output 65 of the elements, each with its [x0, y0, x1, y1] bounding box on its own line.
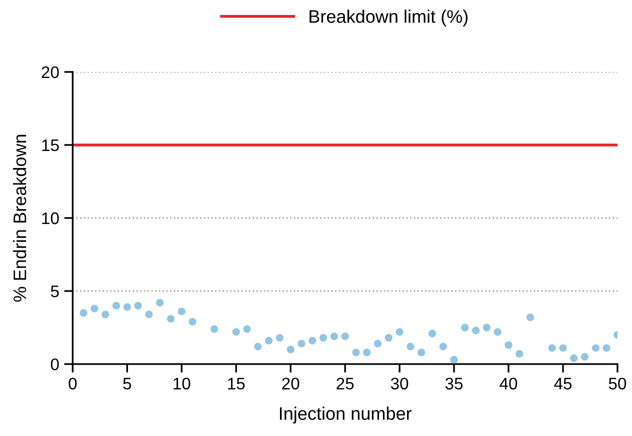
- x-tick-label: 5: [123, 378, 132, 390]
- point: [178, 308, 186, 316]
- point: [319, 334, 328, 342]
- point: [396, 328, 404, 336]
- y-tick-label: 15: [42, 140, 59, 152]
- point: [286, 346, 294, 354]
- point: [472, 326, 480, 334]
- x-tick-label: 45: [554, 378, 572, 390]
- point: [461, 324, 469, 332]
- point: [210, 325, 218, 333]
- point: [526, 314, 534, 322]
- point: [439, 342, 447, 350]
- point: [363, 348, 371, 356]
- x-axis-title: Injection number: [280, 406, 412, 424]
- point: [276, 334, 284, 342]
- y-tick-label: 20: [42, 66, 59, 78]
- point: [418, 348, 426, 356]
- point: [602, 344, 610, 352]
- point: [548, 344, 556, 352]
- x-tick-label: 15: [228, 378, 245, 390]
- x-tick-label: 50: [608, 378, 626, 390]
- point: [123, 303, 131, 311]
- x-tick-label: 35: [445, 378, 463, 390]
- x-tick-label: 30: [390, 378, 408, 390]
- point: [232, 328, 240, 336]
- point: [112, 302, 120, 310]
- point: [482, 324, 491, 332]
- point: [450, 356, 458, 364]
- y-tick-label: 5: [50, 286, 59, 298]
- point: [166, 314, 175, 323]
- legend-label: Breakdown limit (%): [310, 10, 468, 26]
- point: [592, 344, 600, 352]
- point: [516, 350, 524, 358]
- point: [559, 344, 567, 352]
- point: [298, 340, 306, 348]
- point: [570, 354, 578, 362]
- point: [90, 304, 98, 312]
- point: [341, 332, 349, 340]
- point: [384, 334, 392, 342]
- y-tick-label: 10: [42, 212, 59, 224]
- point: [156, 298, 164, 307]
- y-tick-label: 0: [50, 358, 59, 370]
- point: [504, 341, 512, 349]
- point: [134, 302, 142, 310]
- x-tick-label: 0: [68, 378, 77, 390]
- point: [406, 342, 414, 350]
- point: [243, 325, 251, 333]
- point: [265, 336, 273, 344]
- x-tick-label: 10: [174, 378, 190, 390]
- point: [374, 340, 382, 348]
- point: [494, 328, 502, 336]
- point: [428, 330, 436, 338]
- x-tick-label: 25: [336, 378, 354, 390]
- x-tick-label: 40: [500, 378, 518, 390]
- point: [330, 332, 338, 340]
- point: [254, 342, 262, 350]
- point: [188, 318, 196, 326]
- point: [308, 336, 316, 344]
- point: [102, 310, 110, 318]
- point: [145, 310, 153, 318]
- point: [580, 352, 589, 361]
- y-axis-title: % Endrin Breakdown: [13, 134, 26, 302]
- x-tick-label: 20: [282, 378, 300, 390]
- point: [80, 309, 88, 317]
- point: [352, 348, 360, 356]
